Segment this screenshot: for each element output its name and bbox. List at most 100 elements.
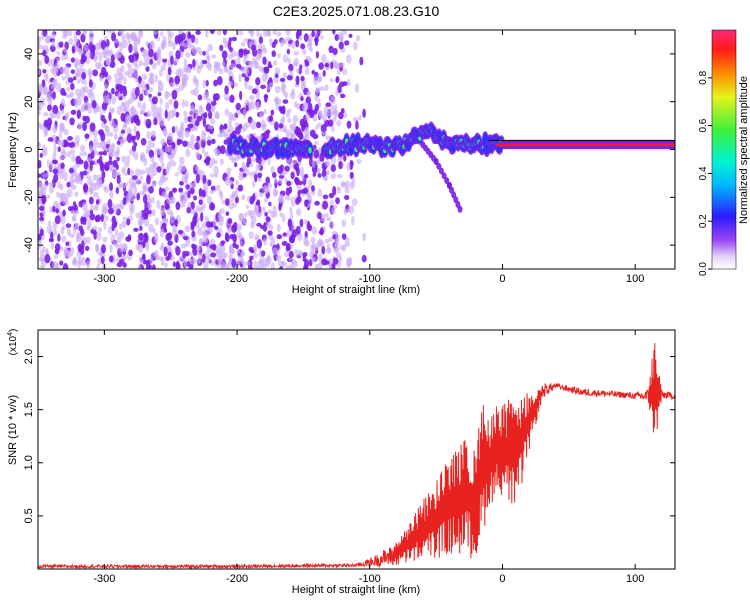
noise-blob: [286, 48, 291, 55]
noise-blob: [330, 164, 336, 172]
noise-blob: [282, 72, 288, 78]
noise-blob: [245, 204, 249, 210]
noise-blob: [44, 253, 51, 264]
noise-blob: [324, 62, 330, 68]
noise-blob: [233, 82, 238, 87]
noise-blob: [93, 54, 97, 63]
noise-blob: [329, 77, 334, 83]
noise-blob: [129, 206, 133, 217]
noise-blob: [224, 232, 229, 242]
noise-blob: [285, 129, 291, 137]
noise-blob: [43, 119, 49, 128]
noise-blob: [160, 65, 166, 72]
noise-blob: [83, 44, 89, 52]
noise-blob: [94, 42, 101, 51]
noise-blob: [79, 228, 85, 237]
noise-blob: [106, 57, 112, 66]
noise-blob: [39, 97, 46, 105]
noise-blob: [103, 185, 108, 191]
noise-blob: [96, 231, 102, 241]
noise-blob: [324, 260, 330, 265]
noise-blob: [315, 86, 321, 94]
branch-blob: [441, 172, 447, 180]
noise-blob: [76, 78, 81, 85]
noise-blob: [311, 70, 316, 75]
noise-blob: [296, 166, 300, 177]
noise-blob: [190, 134, 195, 144]
noise-blob: [362, 232, 367, 242]
noise-blob: [120, 112, 126, 122]
noise-blob: [298, 67, 302, 75]
noise-blob: [335, 233, 340, 243]
noise-blob: [96, 174, 102, 183]
noise-blob: [254, 173, 258, 183]
noise-blob: [221, 199, 226, 205]
noise-blob: [52, 104, 59, 115]
noise-blob: [118, 242, 124, 253]
noise-blob: [284, 165, 290, 172]
noise-blob: [82, 170, 88, 176]
noise-blob: [330, 221, 334, 230]
noise-blob: [71, 258, 78, 267]
noise-blob: [106, 75, 113, 80]
noise-blob: [116, 257, 120, 264]
noise-blob: [220, 215, 225, 222]
noise-blob: [188, 44, 195, 52]
noise-blob: [229, 94, 235, 103]
noise-blob: [138, 190, 145, 196]
noise-blob: [313, 30, 319, 38]
noise-blob: [77, 67, 84, 73]
noise-blob: [168, 31, 174, 38]
noise-blob: [169, 82, 176, 88]
noise-blob: [202, 182, 209, 190]
noise-blob: [113, 133, 119, 141]
noise-blob: [324, 119, 330, 127]
noise-blob: [331, 231, 338, 236]
noise-blob: [100, 244, 106, 254]
noise-blob: [244, 101, 250, 106]
noise-blob: [159, 207, 166, 217]
noise-blob: [266, 30, 271, 37]
noise-blob: [93, 144, 97, 153]
noise-blob: [41, 257, 45, 262]
noise-blob: [38, 121, 42, 129]
noise-blob: [232, 202, 237, 208]
noise-blob: [303, 173, 309, 179]
noise-blob: [53, 254, 59, 259]
noise-blob: [168, 196, 175, 204]
noise-blob: [127, 34, 131, 45]
noise-blob: [73, 37, 79, 44]
noise-blob: [244, 212, 248, 218]
noise-blob: [148, 87, 154, 93]
noise-blob: [51, 113, 57, 119]
noise-blob: [50, 231, 54, 241]
noise-blob: [274, 67, 281, 75]
noise-blob: [277, 166, 284, 174]
snr-y-multiplier-base: (x10: [8, 335, 19, 355]
noise-blob: [198, 50, 204, 56]
noise-blob: [317, 30, 321, 37]
noise-blob: [299, 218, 304, 228]
noise-blob: [235, 179, 239, 186]
noise-blob: [251, 180, 256, 188]
colorbar-tick-label: 0.6: [698, 118, 709, 132]
noise-blob: [180, 243, 187, 249]
noise-blob: [118, 72, 124, 78]
noise-blob: [42, 30, 48, 37]
spectrogram-y-tick-label: -20: [23, 189, 35, 205]
noise-blob: [128, 54, 135, 63]
noise-blob: [128, 149, 133, 156]
noise-blob: [56, 191, 60, 198]
noise-blob: [192, 75, 198, 85]
noise-blob: [258, 111, 265, 119]
noise-blob: [325, 102, 332, 108]
noise-blob: [175, 245, 181, 256]
noise-blob: [95, 243, 100, 251]
colorbar-label: Normalized spectral amplitude: [738, 76, 750, 224]
noise-blob: [257, 50, 263, 58]
noise-blob: [147, 210, 152, 215]
noise-blob: [184, 100, 189, 108]
noise-blob: [93, 137, 98, 146]
noise-blob: [81, 256, 86, 267]
noise-blob: [60, 54, 67, 61]
